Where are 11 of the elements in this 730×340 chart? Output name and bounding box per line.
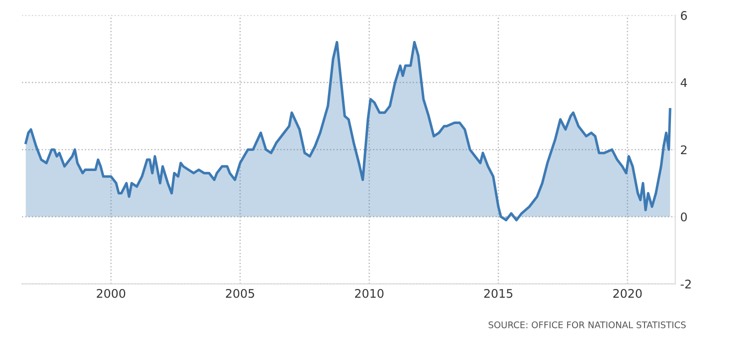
y-tick-label: -2 [680,280,691,288]
x-tick-label: 2020 [613,288,642,298]
source-note: SOURCE: OFFICE FOR NATIONAL STATISTICS [488,321,686,328]
x-tick-label: 2015 [484,288,512,298]
x-tick-label: 2000 [96,288,126,298]
y-tick-label: 0 [680,212,687,222]
y-tick-label: 6 [680,11,687,20]
y-tick-label: 4 [680,78,687,87]
x-tick-label: 2005 [226,288,254,298]
x-tick-label: 2010 [355,288,384,298]
y-tick-label: 2 [680,145,686,154]
